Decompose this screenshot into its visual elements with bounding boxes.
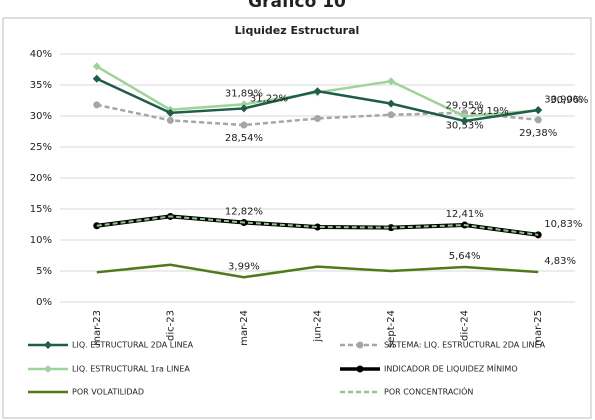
legend-label: LIQ. ESTRUCTURAL 1ra LINEA bbox=[72, 365, 190, 374]
data-label: 31,89% bbox=[225, 88, 263, 99]
x-tick-label: mar-25 bbox=[533, 310, 544, 346]
series-line bbox=[96, 215, 539, 236]
point bbox=[460, 117, 469, 126]
point bbox=[387, 111, 395, 119]
frame bbox=[2, 17, 592, 419]
chart-title: Liquidez Estructural bbox=[235, 24, 360, 37]
data-label: 12,41% bbox=[446, 209, 484, 220]
legend-marker bbox=[356, 341, 364, 349]
y-tick-label: 40% bbox=[30, 49, 52, 60]
point bbox=[460, 112, 469, 121]
point bbox=[93, 101, 101, 109]
point bbox=[314, 114, 321, 122]
figure-label: Gráfico 10 bbox=[248, 0, 346, 12]
legend-label: SISTEMA: LIQ. ESTRUCTURAL 2DA LINEA bbox=[384, 341, 546, 350]
legend-label: POR VOLATILIDAD bbox=[72, 388, 144, 397]
x-tick-label: mar-23 bbox=[92, 310, 103, 346]
x-tick-label: dic-23 bbox=[165, 310, 176, 341]
data-label: 4,83% bbox=[544, 256, 576, 267]
point bbox=[92, 74, 101, 83]
x-tick-label: jun-24 bbox=[313, 310, 324, 343]
data-label: 12,82% bbox=[225, 207, 263, 218]
point bbox=[534, 116, 542, 124]
x-tick-label: dic-24 bbox=[460, 310, 471, 341]
data-label: 29,95% bbox=[446, 100, 484, 111]
data-label: 10,83% bbox=[544, 219, 582, 230]
y-tick-label: 10% bbox=[30, 235, 52, 246]
legend-label: INDICADOR DE LIQUIDEZ MÍNIMO bbox=[384, 363, 518, 374]
data-label: 29,38% bbox=[519, 128, 557, 139]
y-tick-label: 35% bbox=[30, 80, 52, 91]
y-tick-label: 30% bbox=[30, 111, 52, 122]
data-label: 3,99% bbox=[228, 261, 260, 272]
point bbox=[387, 77, 396, 86]
point bbox=[240, 121, 248, 129]
y-tick-label: 25% bbox=[30, 142, 52, 153]
point bbox=[387, 99, 396, 108]
x-tick-label: sept-24 bbox=[386, 310, 397, 348]
y-tick-label: 0% bbox=[36, 297, 52, 308]
point bbox=[166, 108, 175, 117]
data-label: 30,96% bbox=[550, 95, 588, 106]
data-label: 28,54% bbox=[225, 133, 263, 144]
data-label: 31,22% bbox=[250, 93, 288, 104]
data-label: 30,53% bbox=[446, 121, 484, 132]
y-tick-label: 5% bbox=[36, 266, 52, 277]
legend-label: POR CONCENTRACIÓN bbox=[384, 386, 473, 397]
data-label: 29,19% bbox=[471, 106, 509, 117]
data-label: 30,90% bbox=[544, 94, 582, 105]
point bbox=[313, 87, 322, 96]
legend-label: LIQ. ESTRUCTURAL 2DA LINEA bbox=[72, 341, 194, 350]
y-tick-label: 15% bbox=[30, 204, 52, 215]
point bbox=[387, 224, 395, 232]
legend-marker bbox=[44, 365, 52, 373]
point bbox=[166, 116, 174, 124]
point bbox=[314, 223, 321, 231]
x-tick-label: mar-24 bbox=[239, 310, 250, 346]
point bbox=[239, 104, 248, 113]
point bbox=[534, 106, 543, 115]
data-label: 5,64% bbox=[449, 251, 481, 262]
legend-marker bbox=[356, 365, 364, 373]
point bbox=[92, 62, 101, 71]
legend-marker bbox=[44, 341, 52, 349]
point bbox=[239, 100, 248, 109]
series-line bbox=[96, 263, 539, 279]
y-tick-label: 20% bbox=[30, 173, 52, 184]
